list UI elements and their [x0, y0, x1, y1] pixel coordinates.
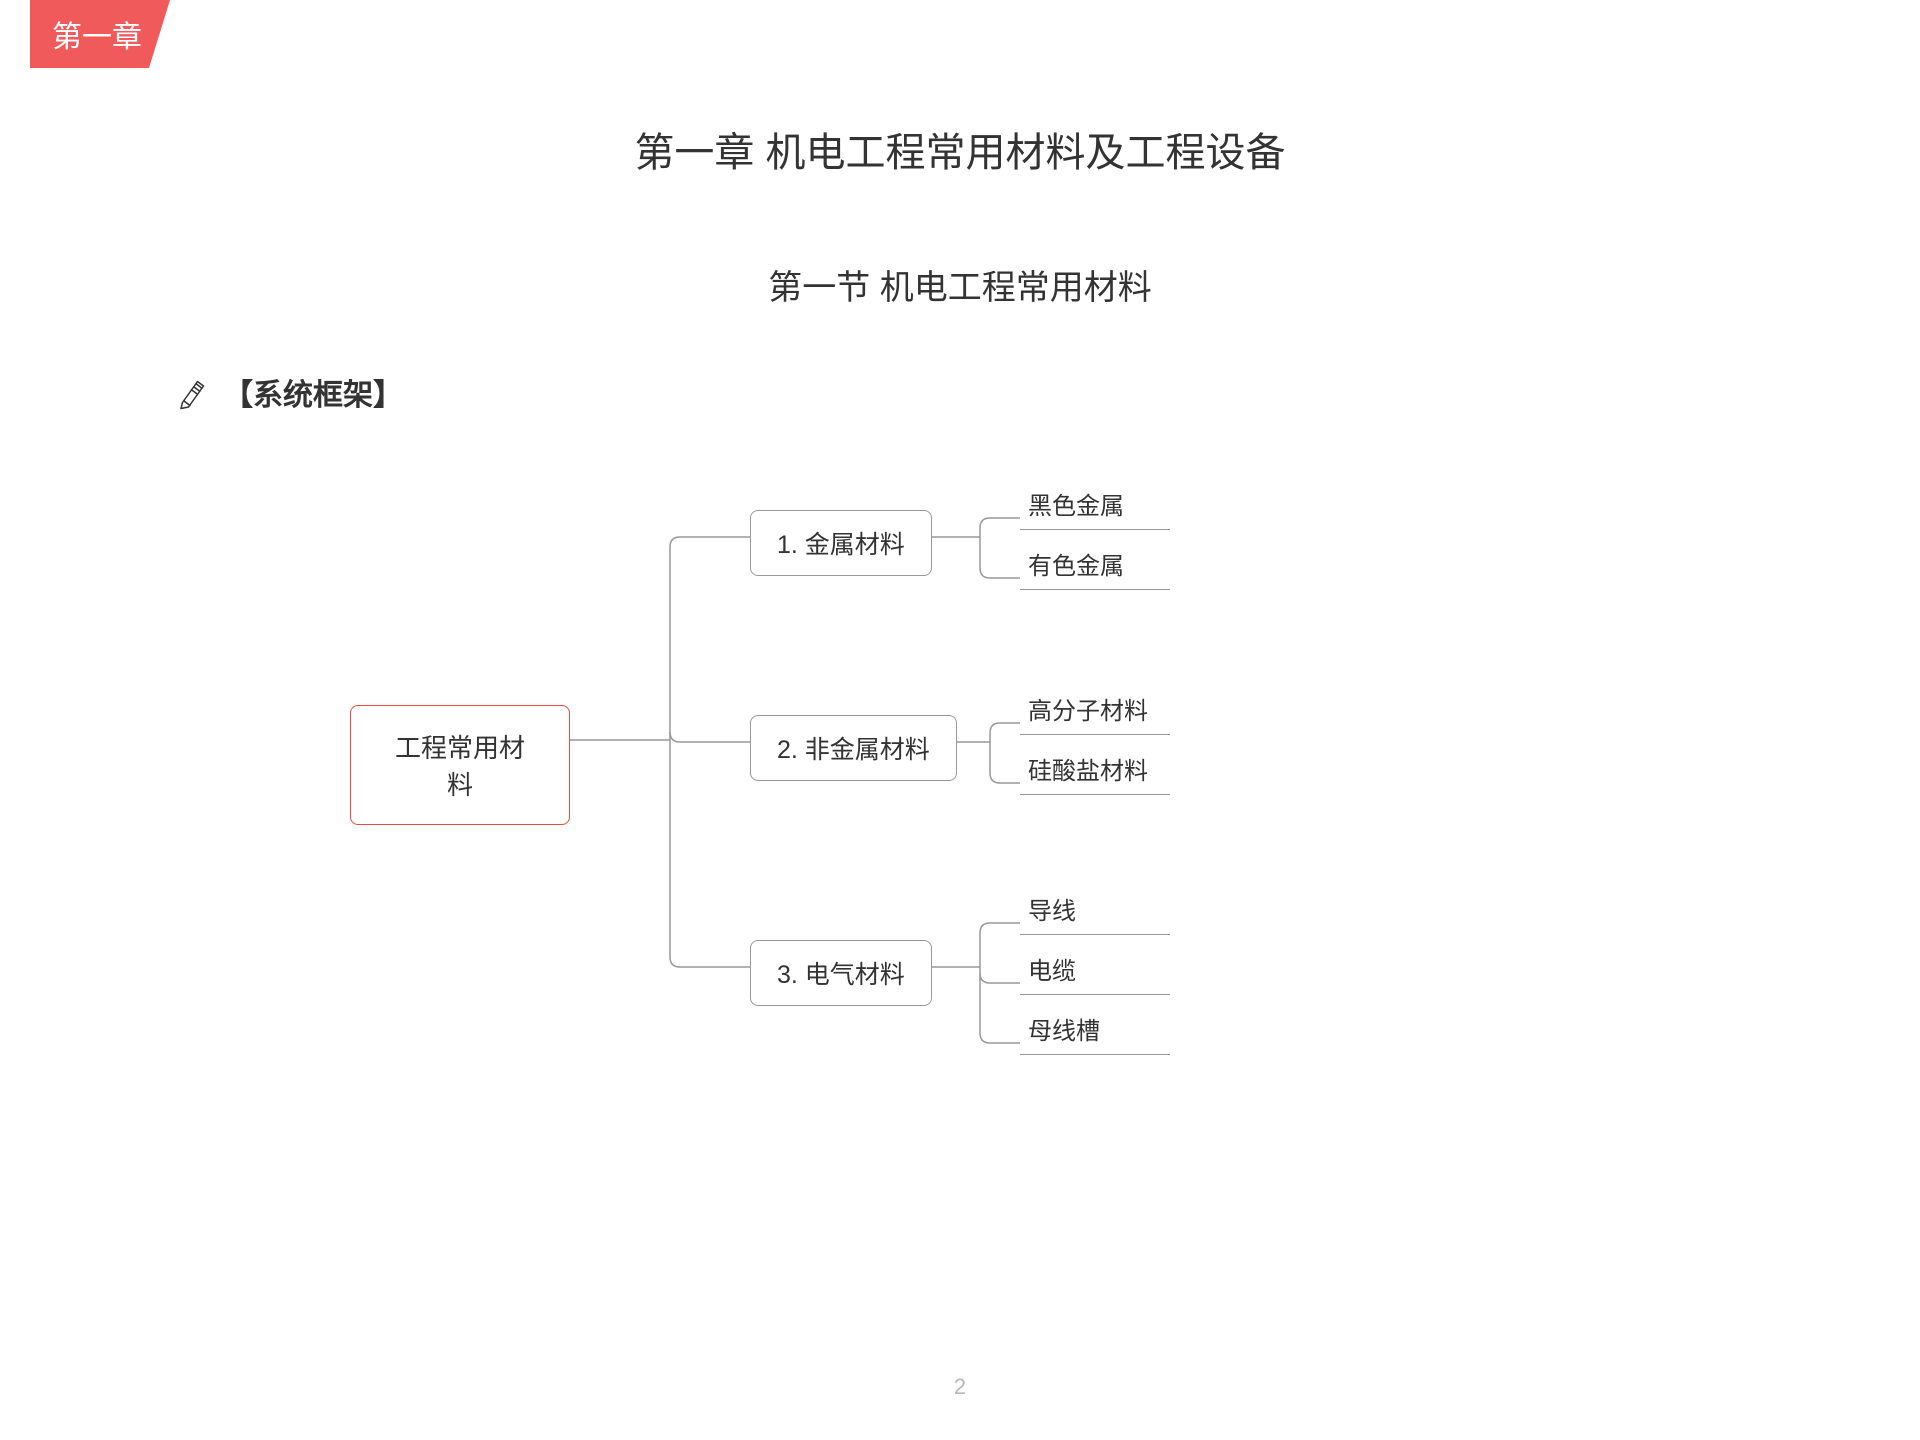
tree-leaf: 高分子材料	[1020, 685, 1170, 735]
page-title: 第一章 机电工程常用材料及工程设备	[0, 120, 1920, 178]
tree-leaf: 母线槽	[1020, 1005, 1170, 1055]
framework-label-row: 【系统框架】	[175, 370, 403, 414]
tree-leaf: 导线	[1020, 885, 1170, 935]
chapter-tab: 第一章	[30, 0, 170, 68]
tree-mid-node: 1. 金属材料	[750, 510, 932, 576]
tree-mid-node: 3. 电气材料	[750, 940, 932, 1006]
tree-leaf: 有色金属	[1020, 540, 1170, 590]
tree-leaf: 黑色金属	[1020, 480, 1170, 530]
tree-root: 工程常用材料	[350, 705, 570, 825]
framework-label: 【系统框架】	[223, 370, 403, 414]
pencil-icon	[175, 374, 211, 410]
tree-leaf: 电缆	[1020, 945, 1170, 995]
page-number: 2	[0, 1374, 1920, 1400]
section-title: 第一节 机电工程常用材料	[0, 260, 1920, 309]
tree-mid-node: 2. 非金属材料	[750, 715, 957, 781]
tree-leaf: 硅酸盐材料	[1020, 745, 1170, 795]
tree-diagram: 工程常用材料 1. 金属材料 2. 非金属材料 3. 电气材料 黑色金属有色金属高分子材…	[320, 440, 1320, 1060]
